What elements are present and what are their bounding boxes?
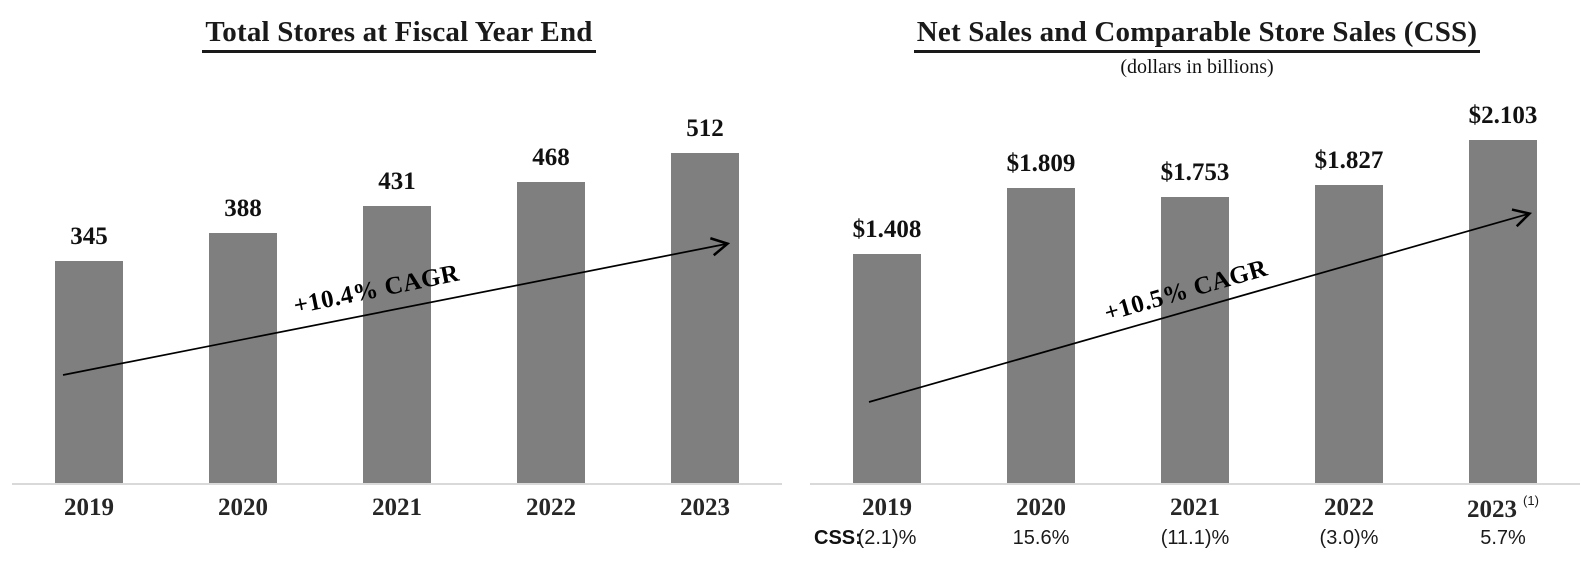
- bar-group-2022: 468: [474, 100, 628, 485]
- x-axis-label-2021: 2021: [372, 494, 422, 521]
- x-axis-label-2020: 2020: [218, 494, 268, 521]
- bar-group-2019: $1.408: [810, 100, 964, 485]
- css-value-2022: (3.0)%: [1319, 527, 1379, 549]
- total-stores-chart-panel: Total Stores at Fiscal Year End 345 388 43…: [0, 0, 798, 522]
- bar-2019: [55, 261, 123, 485]
- bar-value-label: $1.408: [852, 216, 922, 243]
- net-sales-chart-title: Net Sales and Comparable Store Sales (CS…: [913, 16, 1481, 54]
- bar-2019: [853, 254, 921, 485]
- footnote-marker: (1): [1523, 493, 1539, 508]
- x-axis-label-2023: 2023: [680, 494, 730, 521]
- bar-value-label: $2.103: [1468, 102, 1538, 129]
- x-axis-label-2022: 2022: [1324, 494, 1374, 521]
- css-row-label: CSS:: [814, 527, 862, 549]
- bar-group-2022: $1.827: [1272, 100, 1426, 485]
- bar-value-label: 345: [70, 223, 108, 250]
- net-sales-plot-area: $1.408 $1.809 $1.753 $1.827 $2.103: [810, 100, 1580, 485]
- css-row-values: (2.1)% 15.6% (11.1)% (3.0)% 5.7%: [810, 527, 1580, 550]
- total-stores-x-axis-labels: 2019 2020 2021 2022 2023: [12, 494, 782, 522]
- net-sales-bars: $1.408 $1.809 $1.753 $1.827 $2.103: [810, 100, 1580, 485]
- bar-2022: [517, 182, 585, 485]
- net-sales-x-axis-line: [810, 483, 1580, 485]
- bar-value-label: $1.809: [1006, 150, 1076, 177]
- bar-value-label: 512: [686, 115, 724, 142]
- x-axis-label-2019: 2019: [862, 494, 912, 521]
- x-axis-label-2023: 2023 (1): [1467, 493, 1539, 523]
- bar-2020: [1007, 188, 1075, 485]
- total-stores-bars: 345 388 431 468 512: [12, 100, 782, 485]
- bar-group-2023: 512: [628, 100, 782, 485]
- net-sales-chart-panel: Net Sales and Comparable Store Sales (CS…: [798, 0, 1596, 565]
- bar-2023: [671, 153, 739, 485]
- x-axis-label-2020: 2020: [1016, 494, 1066, 521]
- css-value-2023: 5.7%: [1480, 527, 1526, 549]
- bar-value-label: 468: [532, 144, 570, 171]
- net-sales-x-axis-labels: 2019 2020 2021 2022 2023 (1): [810, 493, 1580, 524]
- x-axis-label-2021: 2021: [1170, 494, 1220, 521]
- css-value-2021: (11.1)%: [1160, 527, 1230, 549]
- bar-group-2020: 388: [166, 100, 320, 485]
- bar-2022: [1315, 185, 1383, 485]
- bar-2020: [209, 233, 277, 485]
- bar-group-2021: $1.753: [1118, 100, 1272, 485]
- bar-value-label: $1.753: [1160, 159, 1230, 186]
- bar-value-label: 431: [378, 168, 416, 195]
- x-axis-label-2022: 2022: [526, 494, 576, 521]
- bar-2023: [1469, 140, 1537, 485]
- bar-group-2019: 345: [12, 100, 166, 485]
- bar-value-label: 388: [224, 195, 262, 222]
- net-sales-chart-subtitle: (dollars in billions): [1120, 56, 1274, 79]
- total-stores-title-wrap: Total Stores at Fiscal Year End: [0, 0, 798, 54]
- bar-group-2021: 431: [320, 100, 474, 485]
- total-stores-chart-title: Total Stores at Fiscal Year End: [202, 16, 596, 54]
- bar-2021: [1161, 197, 1229, 485]
- total-stores-x-axis-line: [12, 483, 782, 485]
- net-sales-title-wrap: Net Sales and Comparable Store Sales (CS…: [798, 0, 1596, 79]
- css-value-2020: 15.6%: [1012, 527, 1070, 549]
- bar-group-2023: $2.103: [1426, 100, 1580, 485]
- bar-2021: [363, 206, 431, 485]
- bar-value-label: $1.827: [1314, 147, 1384, 174]
- bar-group-2020: $1.809: [964, 100, 1118, 485]
- x-axis-label-2019: 2019: [64, 494, 114, 521]
- total-stores-plot-area: 345 388 431 468 512: [12, 100, 782, 485]
- css-value-2019: (2.1)%: [857, 527, 917, 549]
